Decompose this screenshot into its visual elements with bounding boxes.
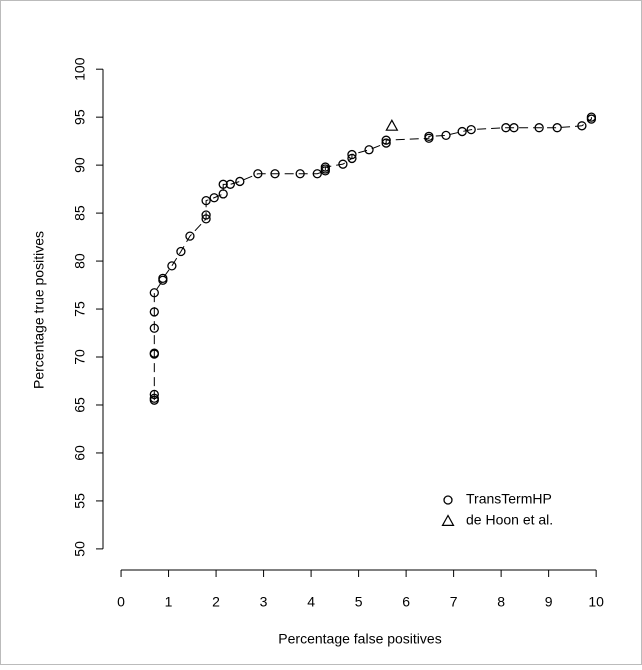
legend-marker <box>443 495 453 505</box>
y-tick-label: 65 <box>72 397 88 413</box>
circle-marker <box>158 273 168 283</box>
y-tick-label: 90 <box>72 157 88 173</box>
circle-marker <box>149 288 159 298</box>
circle-marker <box>176 246 186 257</box>
circle-marker <box>577 121 587 131</box>
triangle-marker <box>385 119 399 131</box>
x-tick-label: 4 <box>307 594 315 610</box>
x-tick-label: 1 <box>165 594 173 610</box>
circle-marker <box>509 123 519 133</box>
circle-marker <box>320 162 330 172</box>
circle-marker <box>381 138 391 148</box>
circle-marker <box>347 153 357 164</box>
circle-marker <box>149 393 159 403</box>
circle-marker <box>295 169 305 179</box>
y-tick-label: 85 <box>72 205 88 221</box>
x-tick-label: 2 <box>212 594 220 610</box>
circle-marker <box>201 210 211 220</box>
circle-marker <box>534 123 544 133</box>
circle-marker <box>586 112 597 122</box>
x-tick-label: 8 <box>497 594 505 610</box>
circle-marker <box>424 131 434 141</box>
circle-marker <box>552 123 562 133</box>
circle-marker <box>209 193 219 203</box>
legend-label: de Hoon et al. <box>466 512 553 528</box>
circle-marker <box>441 130 451 141</box>
x-tick-label: 5 <box>355 594 363 610</box>
y-tick-label: 95 <box>72 109 88 125</box>
circle-marker <box>338 159 348 169</box>
x-tick-label: 0 <box>117 594 125 610</box>
circle-marker <box>149 389 159 400</box>
legend-marker <box>441 514 455 527</box>
y-tick-label: 80 <box>72 253 88 269</box>
x-tick-label: 3 <box>260 594 268 610</box>
y-tick-label: 55 <box>72 493 88 509</box>
legend-label: TransTermHP <box>466 491 552 507</box>
circle-marker <box>270 169 280 179</box>
x-tick-label: 10 <box>588 594 604 610</box>
circle-marker <box>457 126 467 137</box>
y-axis-label: Percentage true positives <box>31 231 47 389</box>
circle-marker <box>364 145 374 155</box>
x-tick-label: 9 <box>545 594 553 610</box>
circle-marker <box>381 135 391 145</box>
circle-marker <box>201 195 211 206</box>
circle-marker <box>347 149 357 160</box>
y-tick-label: 60 <box>72 445 88 461</box>
y-tick-label: 75 <box>72 301 88 317</box>
y-tick-label: 70 <box>72 349 88 365</box>
circle-marker <box>149 348 159 358</box>
circle-marker <box>185 231 195 241</box>
circle-marker <box>149 307 159 317</box>
circle-marker <box>218 189 228 199</box>
x-tick-label: 6 <box>402 594 410 610</box>
circle-marker <box>466 124 476 135</box>
circle-marker <box>235 176 245 187</box>
y-tick-label: 50 <box>72 541 88 557</box>
x-tick-label: 7 <box>450 594 458 610</box>
circle-marker <box>225 179 235 189</box>
circle-marker <box>201 214 211 224</box>
series-line <box>153 117 592 401</box>
circle-marker <box>167 261 177 271</box>
circle-marker <box>312 169 322 179</box>
circle-marker <box>149 323 159 333</box>
circle-marker <box>218 179 228 189</box>
y-tick-label: 100 <box>72 57 88 81</box>
x-axis-label: Percentage false positives <box>278 631 441 647</box>
circle-marker <box>253 169 263 179</box>
